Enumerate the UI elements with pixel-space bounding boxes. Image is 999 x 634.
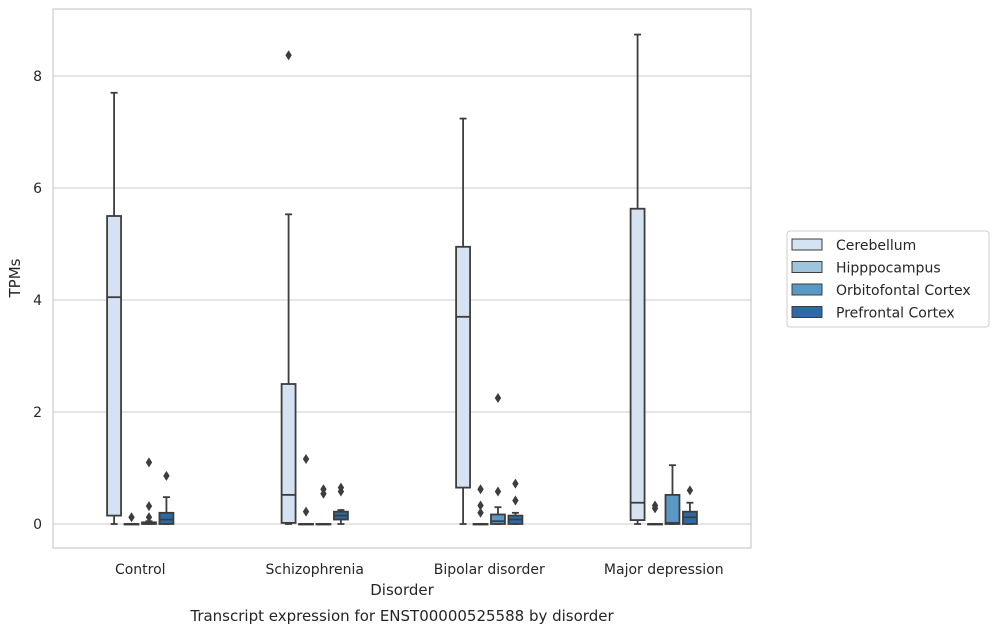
- y-tick-label: 6: [33, 181, 42, 197]
- box-outlier: [285, 50, 292, 61]
- box-iqr: [280, 383, 297, 524]
- box-iqr: [664, 493, 681, 525]
- box-outlier: [302, 454, 310, 465]
- box-outlier: [477, 507, 484, 518]
- legend-frame: [786, 230, 990, 328]
- x-axis-ticks: Control Schizophrenia Bipolar disorder Majo…: [115, 562, 724, 578]
- box-outlier: [145, 512, 153, 523]
- box-series: [106, 33, 698, 526]
- box-outlier: [477, 500, 484, 511]
- y-tick-label: 0: [33, 517, 42, 533]
- legend-label: Hipppocampus: [836, 261, 941, 277]
- x-tick-label: Control: [115, 562, 166, 578]
- x-axis-label: Disorder: [370, 581, 434, 599]
- y-tick-label: 8: [33, 69, 42, 85]
- box-outlier: [512, 495, 519, 506]
- box-outlier: [512, 478, 519, 489]
- box-iqr: [455, 245, 471, 489]
- plot-area: [52, 8, 752, 549]
- x-tick-label: Bipolar disorder: [434, 562, 545, 578]
- legend-label: Orbitofontal Cortex: [836, 283, 971, 299]
- y-tick-label: 4: [33, 293, 42, 309]
- legend-swatch: [791, 238, 823, 251]
- box-outlier: [145, 501, 153, 512]
- y-axis-ticks: 0 2 4 6 8: [33, 69, 42, 533]
- box-outlier: [163, 470, 170, 481]
- box-outlier: [302, 506, 310, 517]
- box-iqr: [629, 207, 646, 521]
- box-outlier: [145, 457, 153, 468]
- box-iqr: [158, 511, 175, 525]
- box-outlier: [494, 393, 502, 403]
- box-iqr: [106, 215, 122, 517]
- box-outlier: [494, 486, 502, 497]
- legend-label: Cerebellum: [836, 238, 916, 254]
- box-outlier: [337, 486, 345, 497]
- box-iqr: [490, 513, 506, 525]
- legend-swatch: [791, 306, 823, 318]
- y-axis-label: TPMs: [6, 258, 24, 298]
- legend-swatch: [791, 261, 823, 273]
- box-outlier: [128, 512, 135, 523]
- chart-title: Transcript expression for ENST0000052558…: [189, 607, 614, 625]
- legend-label: Prefrontal Cortex: [836, 306, 955, 322]
- x-tick-label: Major depression: [604, 562, 724, 578]
- box-outlier: [686, 485, 694, 496]
- box-outlier: [320, 488, 327, 499]
- y-tick-label: 2: [33, 405, 42, 421]
- legend-swatch: [791, 283, 823, 296]
- legend: Cerebellum Hipppocampus Orbitofontal Corte…: [786, 230, 990, 328]
- box-outlier: [477, 484, 484, 495]
- box-outlier: [651, 503, 659, 514]
- x-tick-label: Schizophrenia: [266, 562, 364, 578]
